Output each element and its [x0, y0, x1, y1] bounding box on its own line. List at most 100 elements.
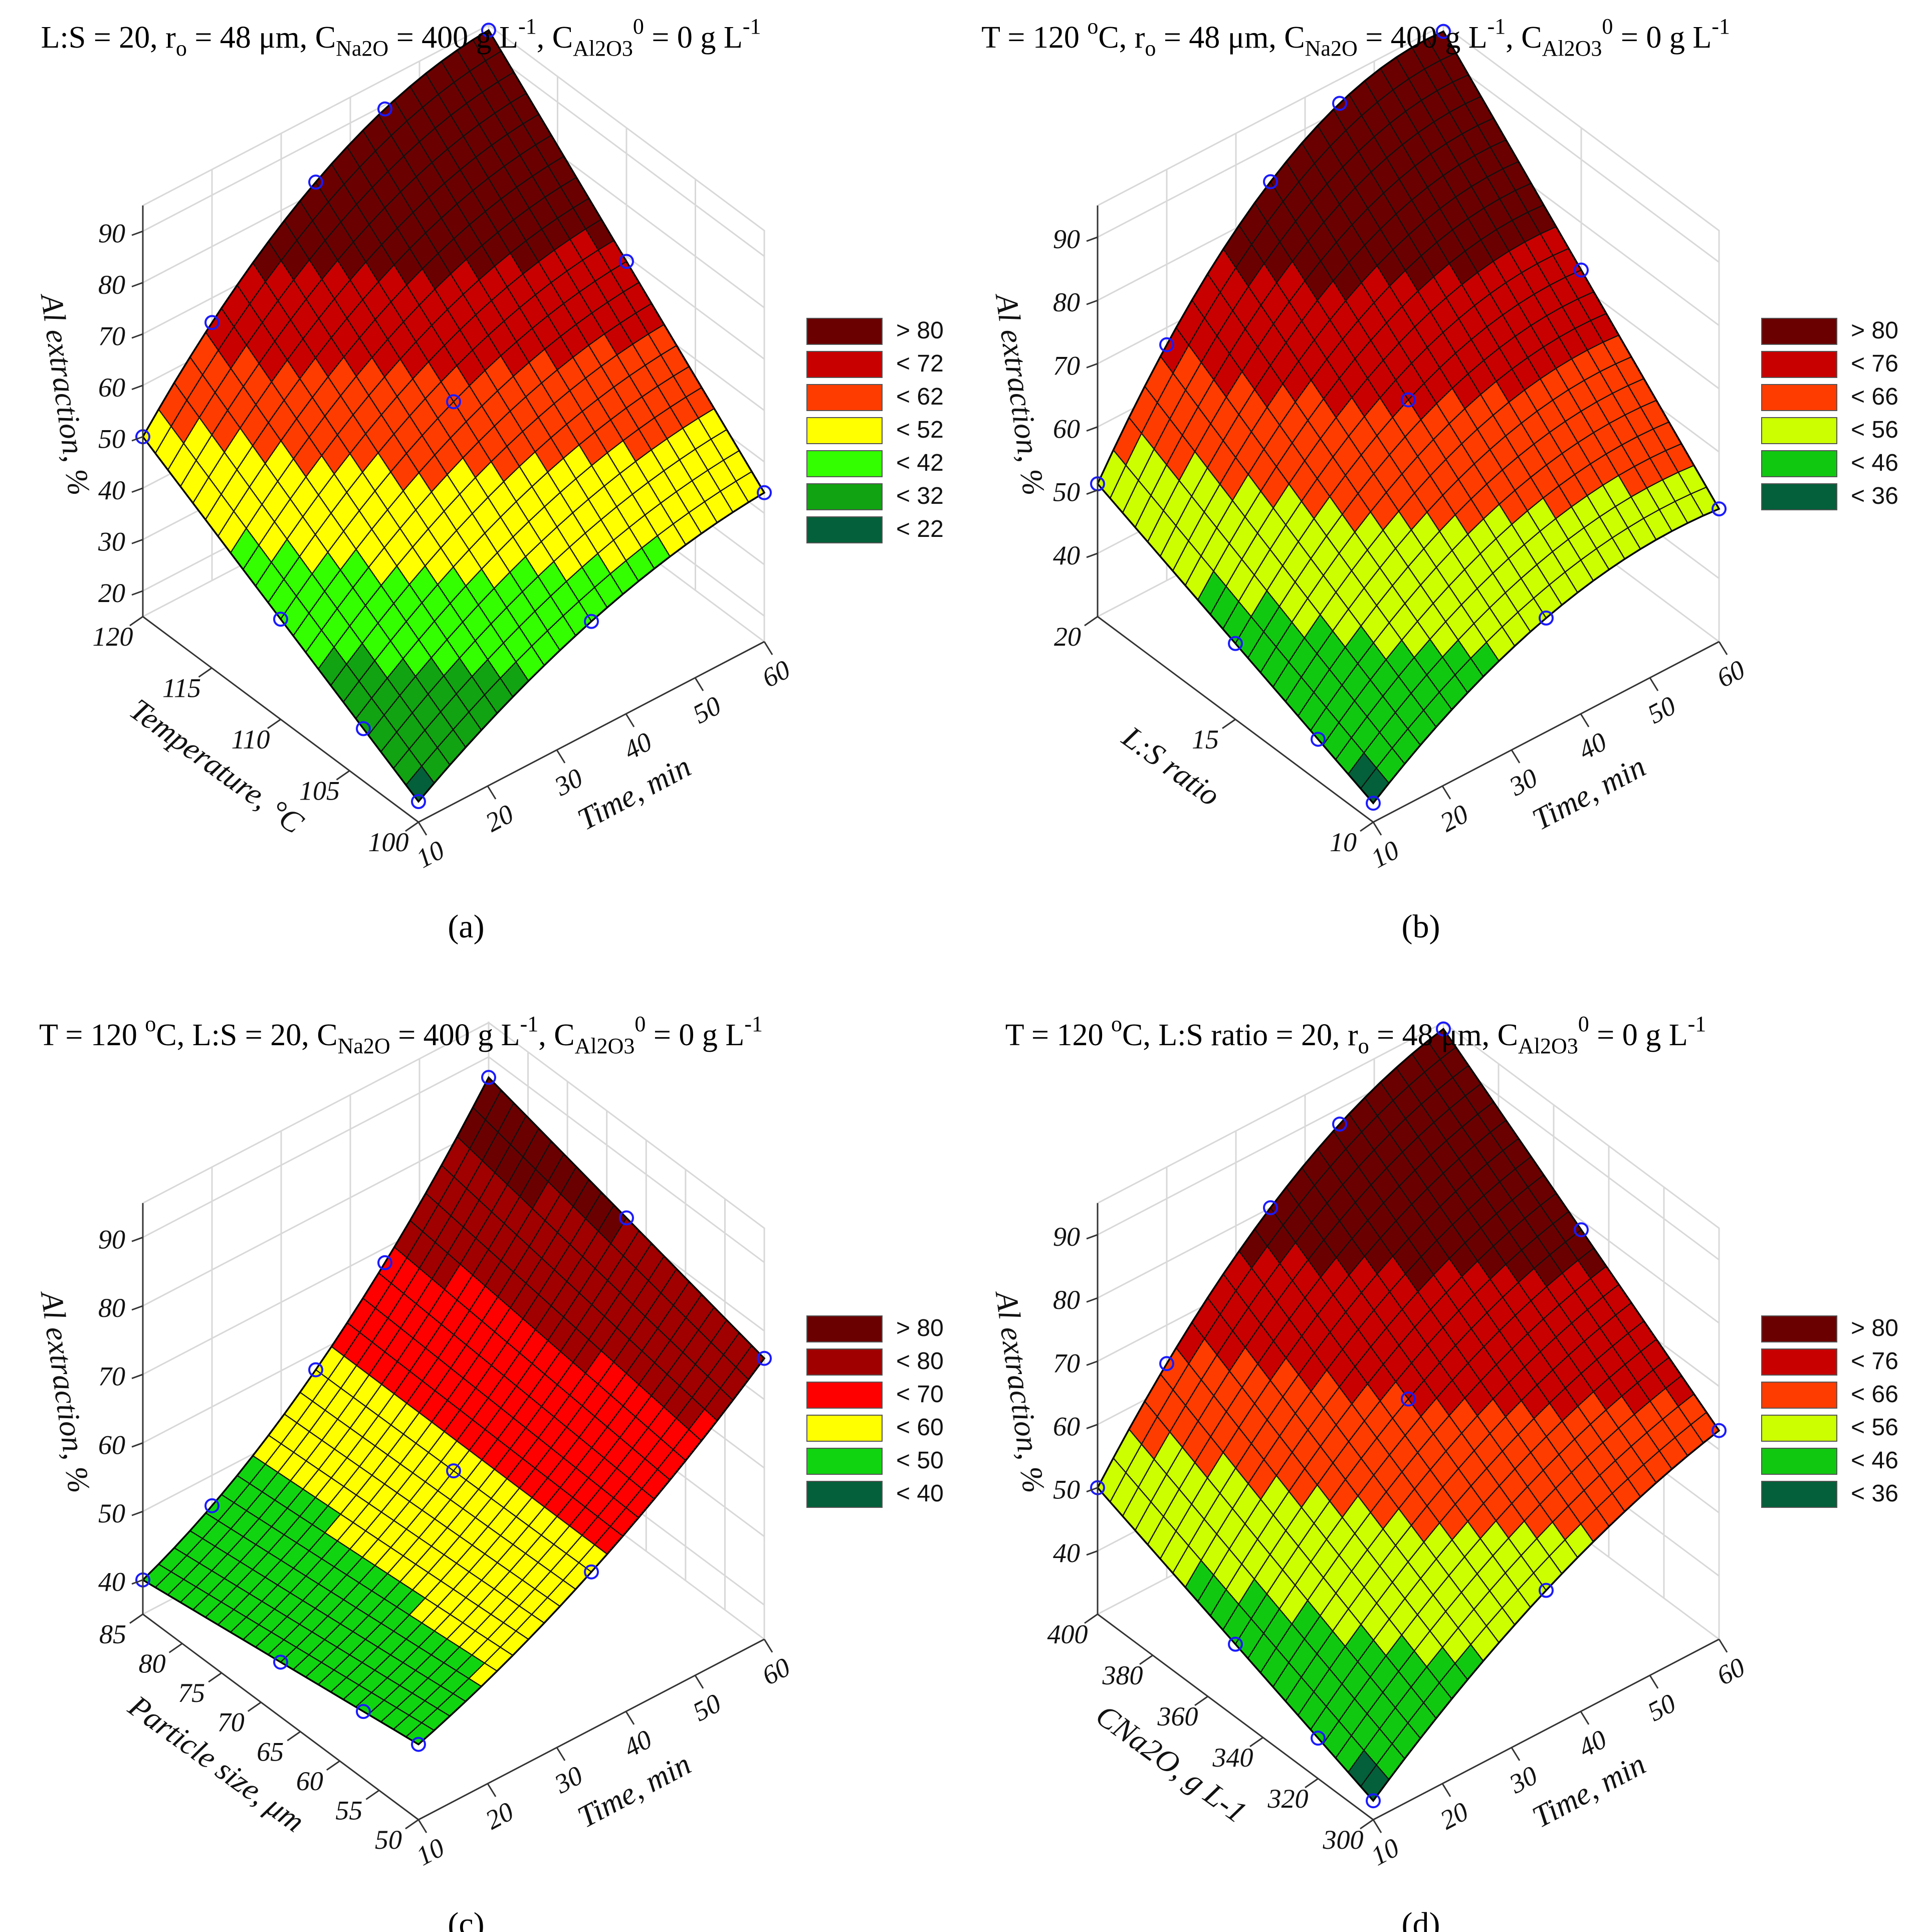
title-part: o: [1145, 36, 1156, 61]
x-tick: [1649, 677, 1659, 691]
title-part: Al2O3: [1518, 1034, 1578, 1058]
title-part: = 48 μm, C: [1369, 1018, 1518, 1052]
title-part: -1: [744, 1012, 763, 1036]
data-point: [1366, 1793, 1381, 1809]
title-part: -1: [1488, 14, 1506, 39]
title-part: Na2O: [336, 36, 388, 61]
data-point: [377, 101, 392, 117]
y-axis-line: [1097, 1613, 1374, 1821]
data-point: [481, 23, 496, 38]
y-tick: [1139, 1654, 1153, 1665]
y-tick-label: 105: [299, 776, 340, 806]
z-tick-label: 90: [98, 218, 125, 248]
y-tick: [168, 1643, 183, 1653]
z-tick-label: 50: [1053, 1475, 1080, 1505]
legend-swatch: [1761, 351, 1837, 378]
title-part: -1: [1688, 1012, 1707, 1036]
y-tick-label: 70: [218, 1707, 245, 1737]
z-tick-label: 70: [98, 321, 125, 351]
y-tick-label: 80: [139, 1649, 166, 1679]
y-tick-label: 75: [178, 1678, 205, 1708]
y-tick-label: 65: [257, 1736, 284, 1767]
z-tick: [1086, 552, 1098, 558]
title-part: C, L:S = 20, C: [156, 1018, 337, 1052]
data-point: [1228, 636, 1243, 651]
y-tick: [336, 770, 350, 781]
data-point: [204, 1498, 220, 1513]
title-part: Na2O: [1305, 36, 1358, 61]
z-tick-label: 70: [1053, 1348, 1080, 1378]
data-point: [1712, 501, 1727, 517]
x-axis-line: [1373, 641, 1720, 823]
z-tick: [1086, 1234, 1098, 1240]
z-tick-label: 80: [98, 270, 125, 300]
x-tick: [1372, 1819, 1382, 1833]
y-tick: [365, 1790, 380, 1800]
y-tick-label: 110: [232, 724, 270, 754]
y-tick-label: 15: [1192, 724, 1219, 754]
legend-swatch: [806, 1415, 883, 1442]
z-tick-label: 20: [98, 578, 125, 608]
title-part: = 0 g L: [1613, 21, 1712, 55]
z-tick: [1086, 1550, 1098, 1556]
legend-label: < 50: [896, 1447, 944, 1474]
x-tick: [1441, 1783, 1451, 1797]
legend-swatch: [806, 1315, 883, 1342]
y-tick-label: 55: [335, 1795, 362, 1825]
y-tick: [326, 1760, 340, 1771]
panel-c: 4050607080901020304050605055606570758085…: [34, 1012, 943, 1932]
z-tick-label: 50: [1053, 477, 1080, 507]
y-tick: [405, 1819, 419, 1830]
title-part: = 48 μm, C: [187, 21, 336, 55]
data-point: [411, 794, 426, 809]
z-tick-label: 40: [98, 1567, 125, 1597]
legend-label: < 36: [1851, 1480, 1898, 1507]
data-points: [1090, 1021, 1727, 1809]
legend-label: < 32: [896, 483, 944, 509]
title-part: L:S = 20, r: [41, 21, 176, 55]
surface-outline: [1096, 1028, 1721, 1802]
title-part: = 0 g L: [646, 1018, 744, 1052]
y-tick: [198, 667, 213, 678]
panel-label: (c): [448, 1906, 484, 1932]
x-tick: [1718, 641, 1728, 655]
legend-swatch: [1761, 1481, 1837, 1508]
z-tick-label: 60: [1053, 414, 1080, 444]
x-tick: [763, 1639, 773, 1653]
legend-label: < 76: [1851, 1348, 1898, 1375]
z-tick: [131, 487, 143, 493]
legend-swatch: [806, 516, 883, 543]
legend-swatch: [1761, 450, 1837, 477]
z-tick: [1086, 489, 1098, 495]
y-tick: [129, 616, 143, 627]
title-part: = 400 g L: [1358, 21, 1488, 55]
y-tick-label: 60: [296, 1766, 323, 1796]
title-part: = 400 g L: [388, 21, 518, 55]
z-tick: [1086, 1360, 1098, 1366]
title-part: T = 120: [981, 21, 1087, 55]
title-part: , C: [538, 1018, 574, 1052]
z-tick: [1086, 236, 1098, 242]
legend-label: < 70: [896, 1381, 944, 1408]
z-tick-label: 80: [1053, 1285, 1080, 1315]
z-tick: [131, 1305, 143, 1311]
title-part: T = 120: [39, 1018, 145, 1052]
y-tick-label: 300: [1323, 1825, 1364, 1855]
data-point: [1574, 262, 1589, 278]
z-tick-label: 80: [1053, 287, 1080, 317]
data-point: [1263, 174, 1278, 189]
legend: > 80 < 76 < 66 < 56 < 46 < 36: [1761, 1315, 1898, 1508]
data-point: [356, 1704, 371, 1719]
surface-outline: [141, 1076, 766, 1746]
data-points: [135, 23, 772, 809]
data-point: [377, 1255, 392, 1270]
x-tick: [625, 713, 635, 727]
y-tick: [1194, 1695, 1208, 1706]
title-part: Al2O3: [573, 36, 633, 61]
y-tick: [1360, 1819, 1374, 1830]
legend-swatch: [1761, 417, 1837, 444]
z-tick: [1086, 362, 1098, 368]
y-tick: [1084, 1613, 1098, 1624]
